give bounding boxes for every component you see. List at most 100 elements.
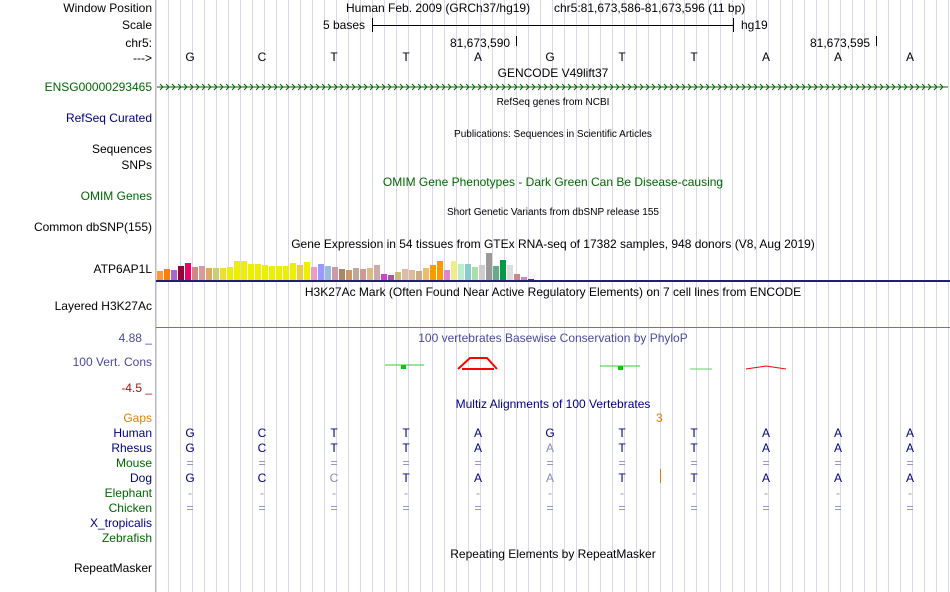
gtex-tissue-bar[interactable]: [465, 264, 471, 280]
species-chicken-label[interactable]: Chicken: [108, 501, 152, 515]
gtex-tissue-bar[interactable]: [164, 269, 170, 280]
alignment-base: A: [833, 426, 842, 440]
gtex-tissue-bar[interactable]: [325, 266, 331, 280]
gtex-tissue-bar[interactable]: [185, 263, 191, 280]
omim-track-title[interactable]: OMIM Gene Phenotypes - Dark Green Can Be…: [382, 175, 724, 189]
gtex-tissue-bar[interactable]: [528, 279, 534, 280]
gtex-tissue-bar[interactable]: [332, 267, 338, 280]
gtex-tissue-bar[interactable]: [409, 270, 415, 280]
base-8: T: [690, 50, 698, 64]
gtex-tissue-bar[interactable]: [521, 277, 527, 280]
alignment-base: G: [185, 426, 195, 440]
window-position-label[interactable]: Window Position: [63, 1, 152, 15]
species-elephant-label[interactable]: Elephant: [104, 486, 152, 500]
refseq-curated-label[interactable]: RefSeq Curated: [65, 111, 152, 125]
gtex-tissue-bar[interactable]: [346, 270, 352, 280]
species-mouse-label[interactable]: Mouse: [115, 456, 152, 470]
repeatmasker-track-title[interactable]: Repeating Elements by RepeatMasker: [450, 547, 656, 561]
phylop-track-title[interactable]: 100 vertebrates Basewise Conservation by…: [418, 331, 688, 345]
gtex-tissue-bar[interactable]: [423, 268, 429, 280]
gtex-tissue-bar[interactable]: [241, 261, 247, 280]
omim-genes-label[interactable]: OMIM Genes: [80, 189, 152, 203]
atp6ap1l-label[interactable]: ATP6AP1L: [93, 262, 152, 276]
gtex-tissue-bar[interactable]: [388, 275, 394, 280]
species-zebrafish-label[interactable]: Zebrafish: [101, 531, 152, 545]
scale-label[interactable]: Scale: [121, 18, 152, 32]
gtex-tissue-bar[interactable]: [444, 270, 450, 280]
conservation-max-label: 4.88 _: [118, 331, 152, 345]
gtex-tissue-bar[interactable]: [353, 268, 359, 280]
alignment-base: =: [618, 501, 626, 515]
gtex-tissue-bar[interactable]: [304, 262, 310, 280]
ruler-tick-1: [516, 36, 517, 46]
gtex-tissue-bar[interactable]: [395, 272, 401, 280]
gtex-track-title[interactable]: Gene Expression in 54 tissues from GTEx …: [291, 237, 815, 251]
species-rhesus-label[interactable]: Rhesus: [111, 441, 152, 455]
common-dbsnp-label[interactable]: Common dbSNP(155): [33, 220, 152, 234]
gtex-tissue-bar[interactable]: [479, 265, 485, 280]
gtex-tissue-bar[interactable]: [199, 266, 205, 280]
layered-h3k27ac-label[interactable]: Layered H3K27Ac: [54, 299, 152, 313]
h3k27ac-track-title[interactable]: H3K27Ac Mark (Often Found Near Active Re…: [304, 285, 802, 299]
gtex-tissue-bar[interactable]: [276, 266, 282, 280]
gtex-tissue-bar[interactable]: [430, 265, 436, 280]
gtex-tissue-bar[interactable]: [493, 266, 499, 280]
gtex-expression-bars[interactable]: [157, 250, 537, 280]
alignment-base: T: [330, 426, 338, 440]
conservation-track-label[interactable]: 100 Vert. Cons: [72, 355, 152, 369]
gtex-tissue-bar[interactable]: [157, 271, 163, 280]
gtex-tissue-bar[interactable]: [192, 267, 198, 280]
gtex-tissue-bar[interactable]: [290, 263, 296, 280]
gtex-tissue-bar[interactable]: [500, 260, 506, 280]
sequences-label[interactable]: Sequences: [91, 142, 152, 156]
gtex-tissue-bar[interactable]: [402, 269, 408, 280]
gtex-tissue-bar[interactable]: [507, 265, 513, 280]
gtex-tissue-bar[interactable]: [269, 266, 275, 280]
chr-label[interactable]: chr5:: [125, 36, 152, 50]
gtex-tissue-bar[interactable]: [234, 261, 240, 280]
gtex-tissue-bar[interactable]: [220, 268, 226, 280]
gtex-tissue-bar[interactable]: [227, 267, 233, 280]
base-11: A: [905, 50, 914, 64]
gtex-tissue-bar[interactable]: [486, 253, 492, 280]
species-dog-label[interactable]: Dog: [129, 471, 152, 485]
gtex-tissue-bar[interactable]: [262, 265, 268, 280]
gtex-tissue-bar[interactable]: [374, 265, 380, 280]
gtex-baseline: [156, 280, 950, 282]
gtex-tissue-bar[interactable]: [255, 264, 261, 280]
gtex-tissue-bar[interactable]: [297, 265, 303, 280]
species-human-label[interactable]: Human: [113, 426, 152, 440]
refseq-track-title[interactable]: RefSeq genes from NCBI: [496, 97, 610, 108]
gtex-tissue-bar[interactable]: [339, 269, 345, 280]
gtex-tissue-bar[interactable]: [311, 267, 317, 280]
gtex-tissue-bar[interactable]: [360, 269, 366, 280]
gtex-tissue-bar[interactable]: [171, 270, 177, 280]
gtex-tissue-bar[interactable]: [178, 266, 184, 280]
gtex-tissue-bar[interactable]: [514, 274, 520, 280]
alignment-base: =: [906, 456, 914, 470]
gtex-tissue-bar[interactable]: [213, 268, 219, 280]
gtex-tissue-bar[interactable]: [437, 261, 443, 280]
gencode-gene-label[interactable]: ENSG00000293465: [44, 80, 152, 94]
dbsnp-track-title[interactable]: Short Genetic Variants from dbSNP releas…: [447, 207, 659, 218]
gencode-track-title[interactable]: GENCODE V49lift37: [497, 66, 609, 80]
repeatmasker-label[interactable]: RepeatMasker: [73, 561, 152, 575]
alignment-base: -: [764, 486, 768, 500]
gtex-tissue-bar[interactable]: [283, 266, 289, 280]
multiz-track-title[interactable]: Multiz Alignments of 100 Vertebrates: [455, 397, 651, 411]
gtex-tissue-bar[interactable]: [458, 264, 464, 280]
gtex-tissue-bar[interactable]: [451, 261, 457, 280]
gtex-tissue-bar[interactable]: [248, 264, 254, 280]
publications-track-title[interactable]: Publications: Sequences in Scientific Ar…: [454, 129, 652, 140]
conservation-min-label: -4.5 _: [121, 381, 152, 395]
strand-arrow-label[interactable]: --->: [133, 51, 152, 65]
gtex-tissue-bar[interactable]: [416, 271, 422, 280]
gtex-tissue-bar[interactable]: [318, 264, 324, 280]
gtex-tissue-bar[interactable]: [206, 268, 212, 280]
gtex-tissue-bar[interactable]: [367, 268, 373, 280]
species-xtropicalis-label[interactable]: X_tropicalis: [89, 516, 152, 530]
gtex-tissue-bar[interactable]: [472, 267, 478, 280]
snps-label[interactable]: SNPs: [121, 158, 152, 172]
gtex-tissue-bar[interactable]: [381, 274, 387, 280]
gap-insertion-marker: [660, 469, 661, 483]
